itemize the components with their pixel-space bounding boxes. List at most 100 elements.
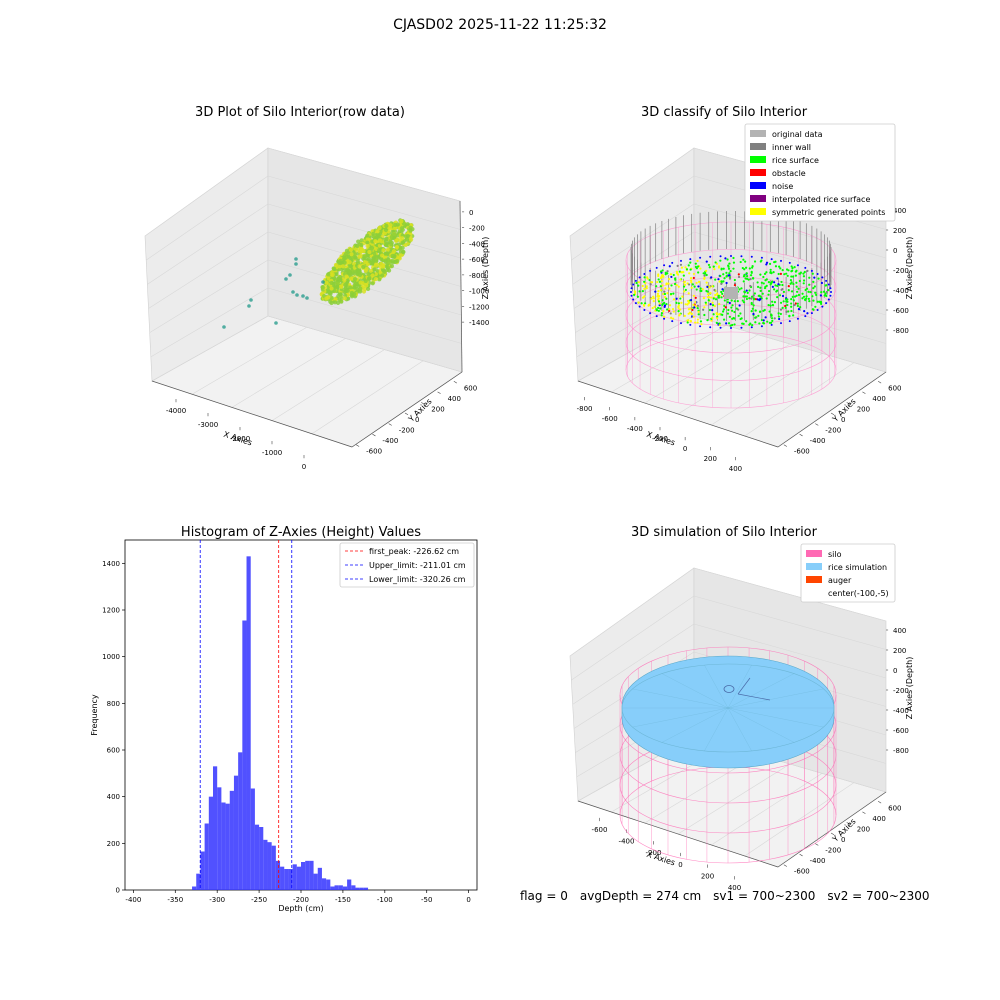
data-point [370, 281, 375, 286]
classified-point [763, 287, 767, 290]
classified-point [728, 275, 732, 279]
classified-point [653, 305, 656, 308]
classified-point [782, 300, 785, 303]
classified-point [771, 304, 775, 307]
classified-point [640, 302, 643, 305]
classified-point [712, 265, 715, 268]
classified-point [738, 288, 741, 291]
classified-point [648, 303, 651, 306]
histogram-bar [342, 886, 348, 890]
classified-point [725, 275, 728, 278]
classified-point [802, 282, 805, 285]
classified-point [706, 285, 709, 288]
classified-point [732, 261, 736, 264]
x-tick-label: -3000 [198, 421, 218, 429]
grid-line [151, 315, 269, 382]
classified-point [741, 266, 744, 270]
histogram-bar [330, 886, 335, 890]
classified-point [825, 290, 828, 294]
classified-point [742, 295, 745, 298]
data-point [389, 264, 395, 269]
classified-point [798, 279, 801, 283]
data-point [365, 243, 370, 249]
classified-point [819, 294, 822, 297]
data-point [359, 242, 364, 248]
classified-point [710, 319, 713, 322]
classified-point [721, 313, 724, 317]
data-point [371, 259, 376, 265]
classified-point [748, 289, 751, 292]
x-tick-label: -250 [251, 896, 267, 904]
classified-point [739, 312, 742, 315]
noise-point [634, 279, 637, 282]
histogram-bar [250, 788, 255, 890]
classified-point [776, 296, 779, 299]
data-point [384, 223, 389, 229]
classified-point [777, 272, 780, 276]
y-tick-label: 600 [107, 747, 120, 755]
classified-point [732, 256, 735, 260]
histogram-bar [217, 787, 222, 890]
classified-point [744, 260, 747, 263]
classified-point [745, 320, 748, 323]
classified-point [635, 281, 638, 285]
y-tick-label: 0 [116, 887, 120, 895]
classified-point [699, 320, 703, 323]
classified-point [643, 304, 646, 307]
classified-point [661, 299, 664, 302]
classified-point [742, 258, 745, 261]
data-point [399, 219, 404, 224]
classified-point [664, 273, 667, 276]
classified-point [714, 293, 717, 297]
classified-point [694, 301, 697, 304]
classified-point [720, 268, 723, 271]
data-point [363, 256, 369, 261]
classified-point [684, 266, 687, 269]
classified-point [768, 310, 771, 313]
z-tick-label: 200 [893, 227, 906, 235]
classified-point [694, 296, 697, 299]
classified-point [789, 282, 792, 285]
classified-point [732, 267, 735, 270]
z-tick-label: -400 [893, 287, 909, 295]
y-tick [830, 412, 835, 416]
data-point [352, 252, 357, 257]
classified-point [697, 285, 700, 288]
data-point [357, 269, 362, 274]
classified-point [665, 283, 668, 286]
classified-point [790, 298, 793, 301]
data-point [342, 289, 347, 294]
x-tick-label: -200 [293, 896, 309, 904]
rice-mesh-line [661, 707, 729, 743]
classified-point [797, 287, 800, 290]
classified-point [748, 323, 751, 326]
rice-mesh-line [632, 707, 729, 728]
classified-point [743, 268, 746, 271]
histogram-bar [275, 860, 281, 890]
classified-point [694, 305, 698, 308]
legend-swatch [750, 143, 766, 150]
data-point [367, 276, 372, 281]
data-point [373, 276, 379, 282]
z-tick-label: -200 [893, 267, 909, 275]
classified-point [728, 315, 731, 318]
classified-point [704, 272, 707, 275]
sv1-text: sv1 = 700~2300 [713, 889, 816, 903]
classified-point [665, 302, 668, 306]
classified-point [745, 295, 748, 298]
classified-point [809, 290, 812, 294]
classified-point [638, 290, 641, 293]
data-point [326, 272, 331, 277]
grid-line [693, 203, 887, 259]
classified-point [660, 314, 663, 317]
classified-point [762, 319, 765, 322]
y-tick [372, 433, 376, 437]
classified-point [759, 273, 762, 276]
classified-point [692, 294, 696, 297]
classified-point [677, 285, 680, 288]
data-point [343, 251, 349, 257]
classified-point [769, 282, 773, 285]
data-point [377, 277, 382, 282]
classified-point [808, 300, 811, 303]
classified-point [703, 276, 706, 279]
